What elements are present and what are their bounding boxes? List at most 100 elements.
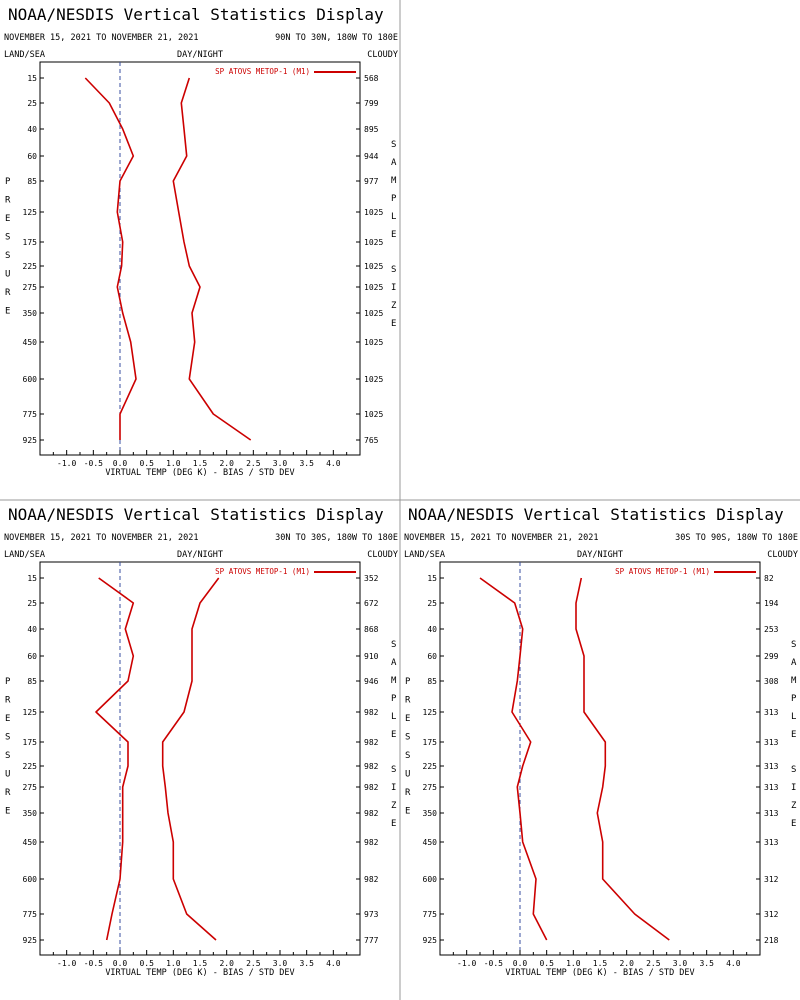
sample-size-label: 352 xyxy=(364,574,379,583)
x-tick-label: -1.0 xyxy=(457,959,476,968)
x-tick-label: 4.0 xyxy=(326,959,341,968)
x-tick-label: 1.0 xyxy=(166,959,181,968)
sample-size-axis-letter: S xyxy=(391,765,396,775)
pressure-level-label: 125 xyxy=(23,708,38,717)
pressure-level-label: 40 xyxy=(27,125,37,134)
sample-size-label: 982 xyxy=(364,708,379,717)
sample-size-label: 312 xyxy=(764,875,779,884)
y-axis-label-letter: E xyxy=(5,714,10,724)
x-tick-label: 0.5 xyxy=(139,959,154,968)
sample-size-axis-letter: M xyxy=(391,676,397,686)
pressure-level-label: 15 xyxy=(27,574,37,583)
sample-size-axis-letter: Z xyxy=(391,301,397,311)
day-night-label: DAY/NIGHT xyxy=(577,550,623,560)
pressure-level-label: 175 xyxy=(23,238,38,247)
pressure-level-label: 175 xyxy=(423,738,438,747)
y-axis-label-letter: R xyxy=(5,696,11,706)
bias-series-line xyxy=(479,577,548,941)
std-dev-series-line xyxy=(161,577,220,941)
sample-size-label: 982 xyxy=(364,762,379,771)
chart-title: NOAA/NESDIS Vertical Statistics Display xyxy=(8,5,384,24)
sample-size-axis-letter: Z xyxy=(391,801,397,811)
sample-size-label: 313 xyxy=(764,809,779,818)
pressure-level-label: 40 xyxy=(27,625,37,634)
x-tick-label: 1.5 xyxy=(193,459,208,468)
x-tick-label: 2.5 xyxy=(246,459,261,468)
x-tick-label: 1.0 xyxy=(566,959,581,968)
pressure-level-label: 775 xyxy=(423,910,438,919)
x-tick-label: 4.0 xyxy=(726,959,741,968)
sample-size-axis-letter: A xyxy=(391,158,397,168)
y-axis-label-letter: S xyxy=(405,733,410,743)
sample-size-label: 313 xyxy=(764,783,779,792)
sample-size-label: 313 xyxy=(764,762,779,771)
sample-size-label: 868 xyxy=(364,625,379,634)
pressure-level-label: 25 xyxy=(427,599,437,608)
region-label: 90N TO 30N, 180W TO 180E xyxy=(275,33,398,43)
pressure-level-label: 775 xyxy=(23,910,38,919)
plot-frame xyxy=(39,561,361,956)
sample-size-label: 982 xyxy=(364,809,379,818)
sample-size-label: 82 xyxy=(764,574,774,583)
x-tick-label: 4.0 xyxy=(326,459,341,468)
std-dev-series-line xyxy=(575,577,670,941)
y-axis-label-letter: S xyxy=(5,733,10,743)
pressure-level-label: 60 xyxy=(427,652,437,661)
x-tick-label: 3.0 xyxy=(273,959,288,968)
cloudy-label: CLOUDY xyxy=(367,550,398,560)
sample-size-label: 982 xyxy=(364,838,379,847)
pressure-level-label: 25 xyxy=(27,599,37,608)
sample-size-label: 1025 xyxy=(364,309,383,318)
pressure-level-label: 85 xyxy=(27,177,37,186)
sample-size-label: 1025 xyxy=(364,208,383,217)
x-tick-label: 1.5 xyxy=(193,959,208,968)
sample-size-label: 910 xyxy=(364,652,379,661)
y-axis-label-letter: R xyxy=(5,196,11,206)
land-sea-label: LAND/SEA xyxy=(404,550,445,560)
x-axis-label: VIRTUAL TEMP (DEG K) - BIAS / STD DEV xyxy=(505,968,694,978)
sample-size-label: 194 xyxy=(764,599,779,608)
sample-size-label: 313 xyxy=(764,708,779,717)
sample-size-axis-letter: I xyxy=(791,783,796,793)
sample-size-label: 313 xyxy=(764,838,779,847)
sample-size-label: 672 xyxy=(364,599,379,608)
pressure-level-label: 225 xyxy=(23,262,38,271)
chart-panel-3: NOAA/NESDIS Vertical Statistics Display N… xyxy=(404,505,798,978)
x-tick-label: -1.0 xyxy=(57,959,76,968)
x-tick-label: 2.0 xyxy=(219,459,234,468)
bias-series-line xyxy=(95,577,135,941)
sample-size-label: 253 xyxy=(764,625,779,634)
land-sea-label: LAND/SEA xyxy=(4,50,45,60)
pressure-level-label: 450 xyxy=(23,338,38,347)
pressure-level-label: 350 xyxy=(23,309,38,318)
sample-size-label: 765 xyxy=(364,436,379,445)
x-tick-label: 0.5 xyxy=(539,959,554,968)
sample-size-axis-letter: S xyxy=(791,765,796,775)
sample-size-axis-letter: S xyxy=(391,140,396,150)
y-axis-label-letter: U xyxy=(405,770,410,780)
pressure-level-label: 125 xyxy=(23,208,38,217)
sample-size-axis-letter: E xyxy=(391,819,396,829)
sample-size-label: 799 xyxy=(364,99,379,108)
date-range: NOVEMBER 15, 2021 TO NOVEMBER 21, 2021 xyxy=(404,533,598,543)
x-tick-label: 3.5 xyxy=(299,959,314,968)
x-tick-label: 0.0 xyxy=(113,459,128,468)
y-axis-label-letter: U xyxy=(5,270,10,280)
x-tick-label: 2.5 xyxy=(246,959,261,968)
pressure-level-label: 15 xyxy=(27,74,37,83)
x-axis-label: VIRTUAL TEMP (DEG K) - BIAS / STD DEV xyxy=(105,468,294,478)
sample-size-axis-letter: I xyxy=(391,283,396,293)
x-tick-label: 1.0 xyxy=(166,459,181,468)
sample-size-axis-letter: E xyxy=(791,730,796,740)
sample-size-axis-letter: L xyxy=(791,712,796,722)
x-tick-label: 2.0 xyxy=(619,959,634,968)
pressure-level-label: 125 xyxy=(423,708,438,717)
region-label: 30S TO 90S, 180W TO 180E xyxy=(675,533,798,543)
std-dev-series-line xyxy=(172,77,252,441)
x-tick-label: -0.5 xyxy=(484,959,503,968)
sample-size-label: 1025 xyxy=(364,338,383,347)
sample-size-axis-letter: L xyxy=(391,212,396,222)
sample-size-axis-letter: E xyxy=(391,230,396,240)
plot-frame xyxy=(39,61,361,456)
y-axis-label-letter: R xyxy=(5,788,11,798)
